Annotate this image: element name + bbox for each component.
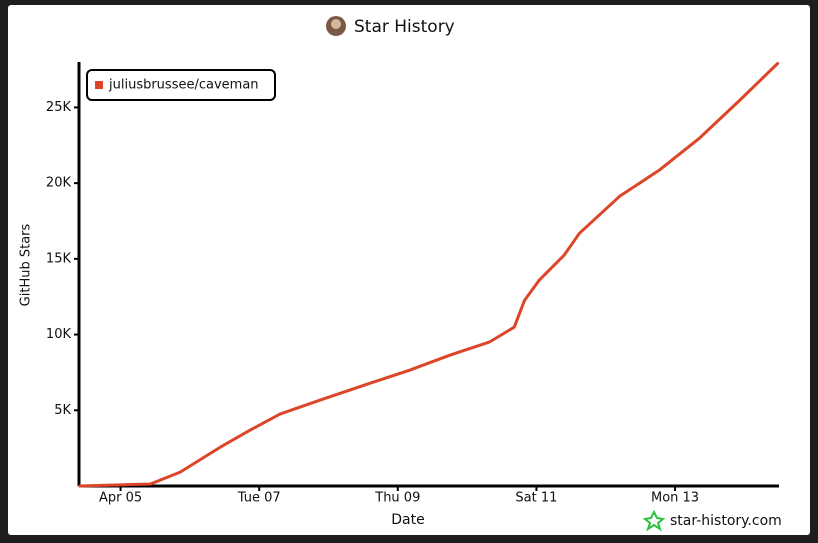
y-tick-label: 5K	[54, 403, 71, 418]
x-tick-label: Tue 07	[237, 491, 281, 506]
watermark-icon	[642, 509, 666, 532]
y-tick-label: 25K	[46, 100, 72, 115]
x-axis-label: Date	[391, 512, 424, 528]
series-line	[78, 62, 780, 488]
x-tick-label: Mon 13	[651, 491, 699, 506]
y-tick-label: 15K	[46, 251, 72, 266]
legend-box	[86, 69, 276, 101]
x-tick-label: Thu 09	[374, 491, 420, 506]
y-tick-label: 20K	[46, 176, 72, 191]
panel	[8, 5, 810, 535]
legend: juliusbrussee/caveman	[86, 69, 276, 101]
watermark: star-history.com	[670, 513, 782, 529]
legend-swatch	[95, 81, 103, 89]
x-tick-label: Sat 11	[515, 491, 557, 506]
avatar-face	[331, 19, 341, 29]
legend-label: juliusbrussee/caveman	[108, 78, 259, 93]
y-tick-label: 10K	[46, 327, 72, 342]
chart-title: Star History	[354, 17, 455, 37]
x-tick-label: Apr 05	[99, 491, 142, 506]
y-axis-label: GitHub Stars	[19, 223, 34, 306]
